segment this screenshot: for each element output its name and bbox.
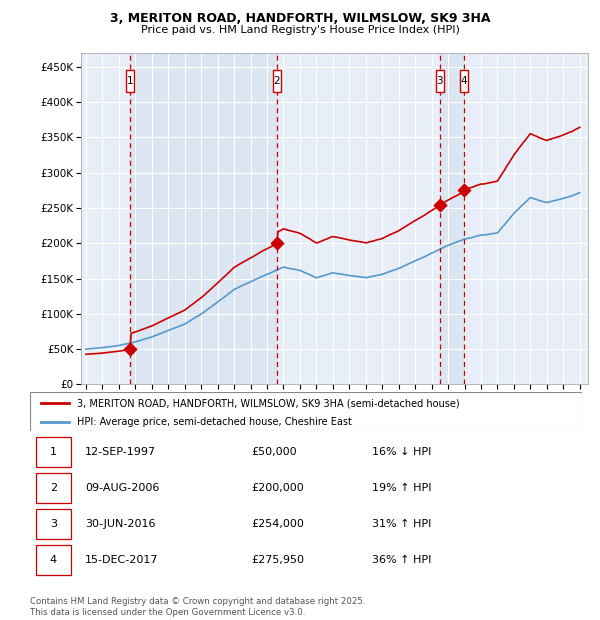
- Bar: [440, 53, 464, 384]
- FancyBboxPatch shape: [460, 70, 468, 92]
- Text: £254,000: £254,000: [251, 519, 304, 529]
- Text: 3, MERITON ROAD, HANDFORTH, WILMSLOW, SK9 3HA: 3, MERITON ROAD, HANDFORTH, WILMSLOW, SK…: [110, 12, 490, 25]
- Text: 4: 4: [50, 555, 57, 565]
- Text: HPI: Average price, semi-detached house, Cheshire East: HPI: Average price, semi-detached house,…: [77, 417, 352, 427]
- Text: 1: 1: [127, 76, 134, 86]
- Point: [459, 185, 469, 195]
- Text: Price paid vs. HM Land Registry's House Price Index (HPI): Price paid vs. HM Land Registry's House …: [140, 25, 460, 35]
- Text: 4: 4: [461, 76, 467, 86]
- Text: £275,950: £275,950: [251, 555, 304, 565]
- Text: 16% ↓ HPI: 16% ↓ HPI: [372, 447, 431, 457]
- Bar: [130, 53, 277, 384]
- Text: £50,000: £50,000: [251, 447, 296, 457]
- Bar: [35, 437, 71, 467]
- Text: 1: 1: [50, 447, 57, 457]
- Text: £200,000: £200,000: [251, 483, 304, 493]
- Text: 09-AUG-2006: 09-AUG-2006: [85, 483, 160, 493]
- Text: 3, MERITON ROAD, HANDFORTH, WILMSLOW, SK9 3HA (semi-detached house): 3, MERITON ROAD, HANDFORTH, WILMSLOW, SK…: [77, 398, 460, 408]
- Text: 3: 3: [50, 519, 57, 529]
- Text: 2: 2: [274, 76, 280, 86]
- Point: [272, 238, 281, 248]
- Point: [435, 200, 445, 210]
- Text: Contains HM Land Registry data © Crown copyright and database right 2025.
This d: Contains HM Land Registry data © Crown c…: [30, 598, 365, 617]
- Text: 30-JUN-2016: 30-JUN-2016: [85, 519, 156, 529]
- Bar: [35, 473, 71, 503]
- Bar: [35, 509, 71, 539]
- Text: 19% ↑ HPI: 19% ↑ HPI: [372, 483, 432, 493]
- Point: [125, 344, 135, 354]
- FancyBboxPatch shape: [126, 70, 134, 92]
- Text: 31% ↑ HPI: 31% ↑ HPI: [372, 519, 431, 529]
- Text: 36% ↑ HPI: 36% ↑ HPI: [372, 555, 431, 565]
- Text: 2: 2: [50, 483, 57, 493]
- Text: 15-DEC-2017: 15-DEC-2017: [85, 555, 158, 565]
- FancyBboxPatch shape: [273, 70, 281, 92]
- Text: 12-SEP-1997: 12-SEP-1997: [85, 447, 157, 457]
- FancyBboxPatch shape: [436, 70, 444, 92]
- Bar: [35, 545, 71, 575]
- Text: 3: 3: [437, 76, 443, 86]
